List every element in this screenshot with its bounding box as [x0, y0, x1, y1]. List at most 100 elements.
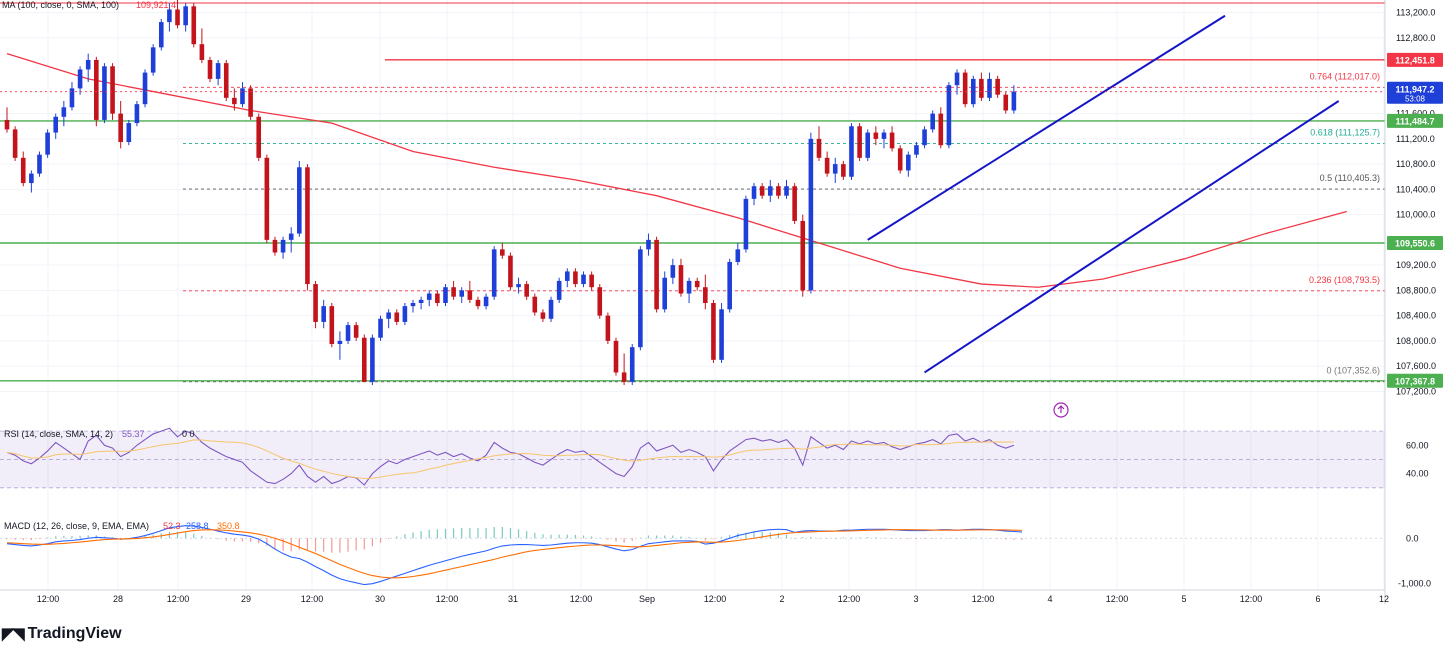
x-tick-label: 5	[1181, 594, 1186, 604]
macd-histogram-bar	[980, 537, 982, 539]
macd-histogram-bar	[176, 531, 179, 539]
x-tick-label: 12:00	[37, 594, 60, 604]
candle-body	[995, 78, 1000, 95]
macd-histogram-bar	[266, 538, 268, 546]
price-tag-box	[1387, 52, 1443, 67]
candle-body	[126, 123, 132, 143]
x-tick-label: 6	[1315, 594, 1320, 604]
macd-histogram-bar	[461, 527, 463, 539]
candle-body	[532, 296, 538, 313]
macd-legend-value-2: 258.8	[186, 521, 209, 531]
rsi-tick-label: 40.00	[1406, 469, 1429, 479]
macd-histogram-bar	[639, 537, 641, 539]
candle-body	[142, 72, 148, 105]
candle-body	[102, 66, 107, 120]
x-tick-label: 12:00	[704, 594, 727, 604]
x-tick-label: 29	[241, 594, 251, 604]
macd-histogram-bar	[144, 536, 146, 539]
time-axis: 12:00 28 12:00 29 12:00 30 12:00 31 12:00 Sep 12:0…	[0, 589, 1389, 604]
candle-body	[564, 271, 570, 281]
candle-body	[394, 312, 400, 322]
macd-histogram-bar	[997, 538, 999, 539]
macd-histogram-bar	[1013, 538, 1015, 540]
macd-histogram-bar	[493, 527, 495, 539]
macd-histogram-bar	[485, 527, 487, 539]
x-tick-label: 12:00	[1106, 594, 1129, 604]
macd-pane	[0, 525, 1385, 586]
macd-histogram-bar	[704, 538, 706, 541]
candle-body	[759, 186, 765, 196]
candle-body	[329, 306, 335, 345]
candle-body	[1003, 94, 1009, 111]
macd-histogram-bar	[347, 538, 349, 552]
x-tick-label: 12:00	[436, 594, 459, 604]
price-tags: 112,451.8 111,484.7 109,550.6 107,367.8 111,…	[0, 52, 1443, 388]
macd-histogram-bar	[818, 537, 820, 539]
trend-channel	[867, 14, 1340, 374]
candle-body	[979, 78, 984, 98]
candle-body	[930, 113, 935, 130]
rsi-legend-extra: 0 0	[182, 429, 195, 439]
chart-grid	[0, 0, 1385, 590]
candle-body	[573, 271, 578, 285]
y-tick-label: 110,000.0	[1396, 210, 1435, 220]
candle-body	[467, 290, 473, 300]
macd-histogram-bar	[891, 538, 893, 539]
y-tick-label: 108,000.0	[1396, 336, 1436, 346]
macd-histogram-bar	[509, 527, 512, 539]
candle-body	[4, 119, 10, 130]
tradingview-brand[interactable]: ◤◥ TradingView	[2, 624, 122, 644]
countdown-text: 53:08	[1405, 95, 1426, 104]
macd-histogram-bar	[582, 535, 585, 539]
candle-body	[85, 59, 91, 70]
price-tag-box	[1387, 113, 1443, 128]
candle-body	[962, 72, 968, 105]
x-tick-label: 2	[779, 594, 784, 604]
x-tick-label: 3	[913, 594, 918, 604]
price-tag-text: 111,484.7	[1395, 116, 1434, 126]
y-tick-label: 111,600.0	[1396, 109, 1435, 119]
macd-histogram-bar	[79, 535, 81, 539]
candle-body	[889, 132, 895, 149]
macd-histogram-bar	[306, 538, 309, 550]
candle-body	[727, 261, 732, 310]
macd-histogram-bar	[6, 538, 8, 540]
macd-histogram-bar	[899, 538, 901, 539]
candle-body	[418, 299, 424, 303]
macd-histogram-bar	[550, 534, 552, 539]
tradingview-logo-icon: ◤◥	[2, 626, 25, 643]
candle-body	[841, 164, 846, 177]
candle-body	[646, 239, 651, 250]
candle-body	[288, 233, 294, 240]
candle-body	[694, 280, 700, 288]
candle-body	[29, 173, 34, 184]
macd-histogram-bar	[323, 538, 325, 552]
macd-histogram-bar	[233, 538, 235, 542]
candle-body	[321, 306, 326, 322]
candle-body	[987, 78, 992, 98]
candle-body	[20, 157, 26, 184]
macd-histogram-bar	[225, 538, 227, 541]
candle-body	[240, 88, 245, 105]
macd-line	[6, 525, 1023, 586]
macd-histogram-bar	[932, 538, 934, 539]
macd-histogram-bar	[314, 538, 317, 552]
macd-histogram-bar	[47, 537, 49, 539]
macd-histogram-bar	[331, 538, 333, 553]
rsi-band	[0, 431, 1385, 488]
horizontal-levels	[0, 59, 1385, 382]
x-tick-label: 4	[1047, 594, 1052, 604]
candle-body	[12, 129, 18, 158]
macd-histogram-bar	[964, 537, 966, 539]
y-tick-label: 108,800.0	[1396, 285, 1436, 295]
replay-icon[interactable]	[1053, 402, 1069, 418]
candle-body	[824, 157, 830, 174]
candle-body	[150, 47, 156, 73]
macd-histogram-bar	[258, 538, 260, 544]
candle-body	[548, 299, 554, 319]
candle-body	[800, 220, 806, 291]
macd-histogram-bar	[988, 538, 991, 539]
candle-body	[873, 132, 879, 139]
rsi-pane	[0, 427, 1385, 489]
